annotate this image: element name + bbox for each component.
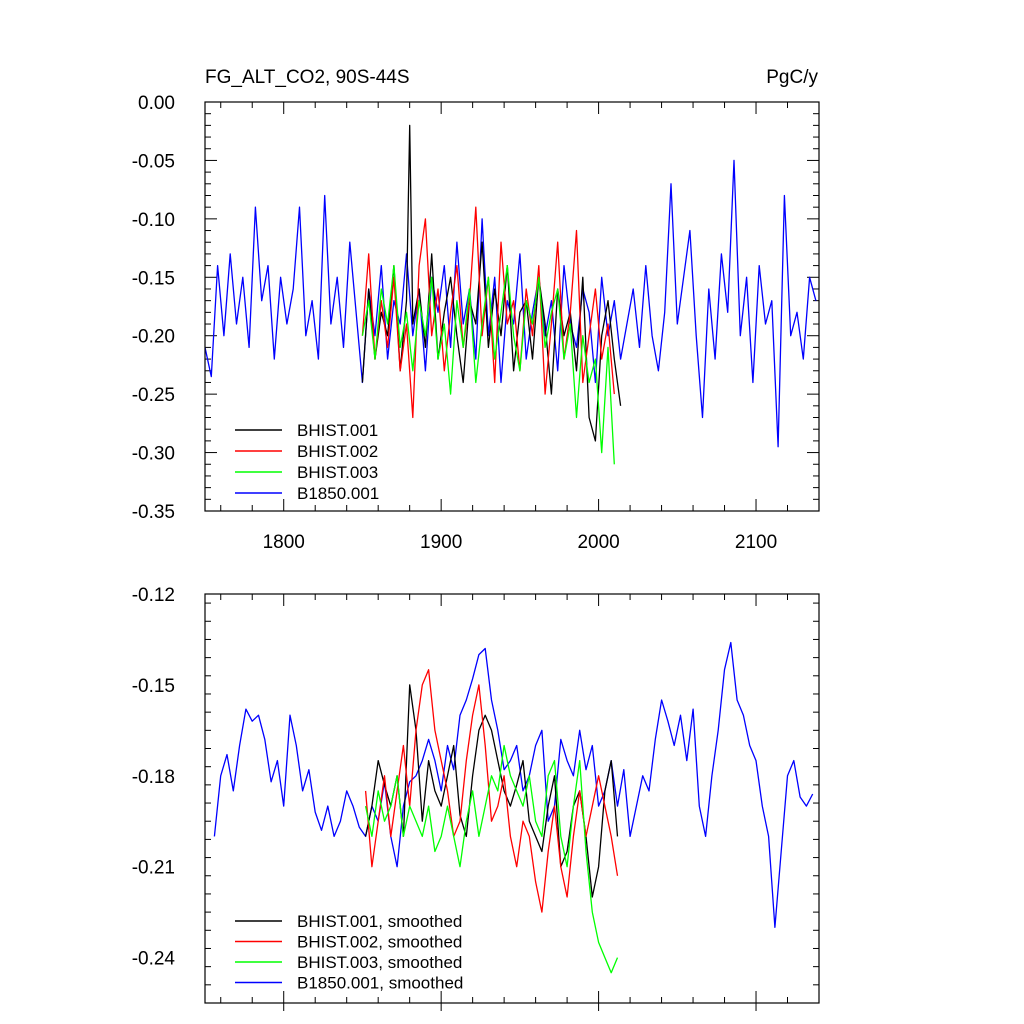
bottom-legend-label-bhist-002-smoothed: BHIST.002, smoothed	[297, 933, 462, 952]
bottom-panel-tick-labels: -0.12 -0.15 -0.18 -0.21 -0.24	[132, 585, 176, 970]
bottom-y-tick-label: -0.24	[132, 949, 176, 970]
top-y-tick-label: -0.35	[132, 502, 175, 523]
top-panel-tick-labels: 1800 1900 2000 2100 0.00 -0.05 -0.10 -0.15 -0.20…	[132, 93, 777, 553]
top-panel-frame	[204, 101, 820, 512]
bottom-legend-label-bhist-003-smoothed: BHIST.003, smoothed	[297, 953, 462, 972]
top-y-tick-label: -0.15	[132, 268, 175, 289]
top-y-tick-label: -0.05	[132, 151, 175, 172]
bottom-legend-label-b1850-001-smoothed: B1850.001, smoothed	[297, 974, 463, 993]
top-x-tick-label: 2100	[735, 532, 777, 553]
top-panel-legend: BHIST.001 BHIST.002 BHIST.003 B1850.001	[235, 421, 379, 503]
top-panel-units: PgC/y	[766, 67, 818, 88]
bottom-panel: -0.12 -0.15 -0.18 -0.21 -0.24 BHIST.001, smo…	[132, 585, 820, 1011]
top-series-bhist-002	[361, 206, 615, 419]
bottom-panel-lines	[213, 641, 814, 974]
bottom-y-tick-label: -0.15	[132, 676, 175, 697]
top-legend-label-bhist-002: BHIST.002	[297, 442, 378, 461]
bottom-panel-legend: BHIST.001, smoothed BHIST.002, smoothedBH…	[235, 912, 463, 993]
bottom-y-tick-label: -0.18	[132, 767, 175, 788]
top-series-bhist-003	[361, 264, 615, 465]
top-legend-label-bhist-001: BHIST.001	[297, 421, 378, 440]
top-y-tick-label: 0.00	[138, 93, 175, 114]
top-panel-lines	[205, 124, 817, 465]
bottom-legend-label-bhist-001-smoothed: BHIST.001, smoothed	[297, 912, 462, 931]
bottom-panel-ticks	[205, 594, 820, 1011]
top-series-bhist-001	[361, 124, 622, 442]
top-y-tick-label: -0.30	[132, 444, 175, 465]
bottom-series-b1850-001-smoothed	[213, 641, 814, 928]
bottom-series-bhist-001-smoothed	[364, 684, 619, 898]
top-panel: FG_ALT_CO2, 90S-44S PgC/y 1800 1900 2000 21…	[132, 67, 820, 553]
bottom-series-bhist-002-smoothed	[364, 669, 619, 913]
bottom-series-bhist-003-smoothed	[364, 744, 619, 974]
top-legend-label-bhist-003: BHIST.003	[297, 463, 378, 482]
bottom-panel-frame	[204, 593, 820, 1004]
bottom-y-tick-label: -0.21	[132, 858, 175, 879]
top-y-tick-label: -0.25	[132, 385, 175, 406]
top-x-tick-label: 1900	[420, 532, 462, 553]
top-panel-title: FG_ALT_CO2, 90S-44S	[205, 67, 410, 88]
top-y-tick-label: -0.20	[132, 327, 175, 348]
top-legend-label-b1850-001: B1850.001	[297, 484, 379, 503]
top-y-tick-label: -0.10	[132, 210, 175, 231]
bottom-y-tick-label: -0.12	[132, 585, 175, 606]
top-x-tick-label: 1800	[263, 532, 305, 553]
top-x-tick-label: 2000	[577, 532, 619, 553]
